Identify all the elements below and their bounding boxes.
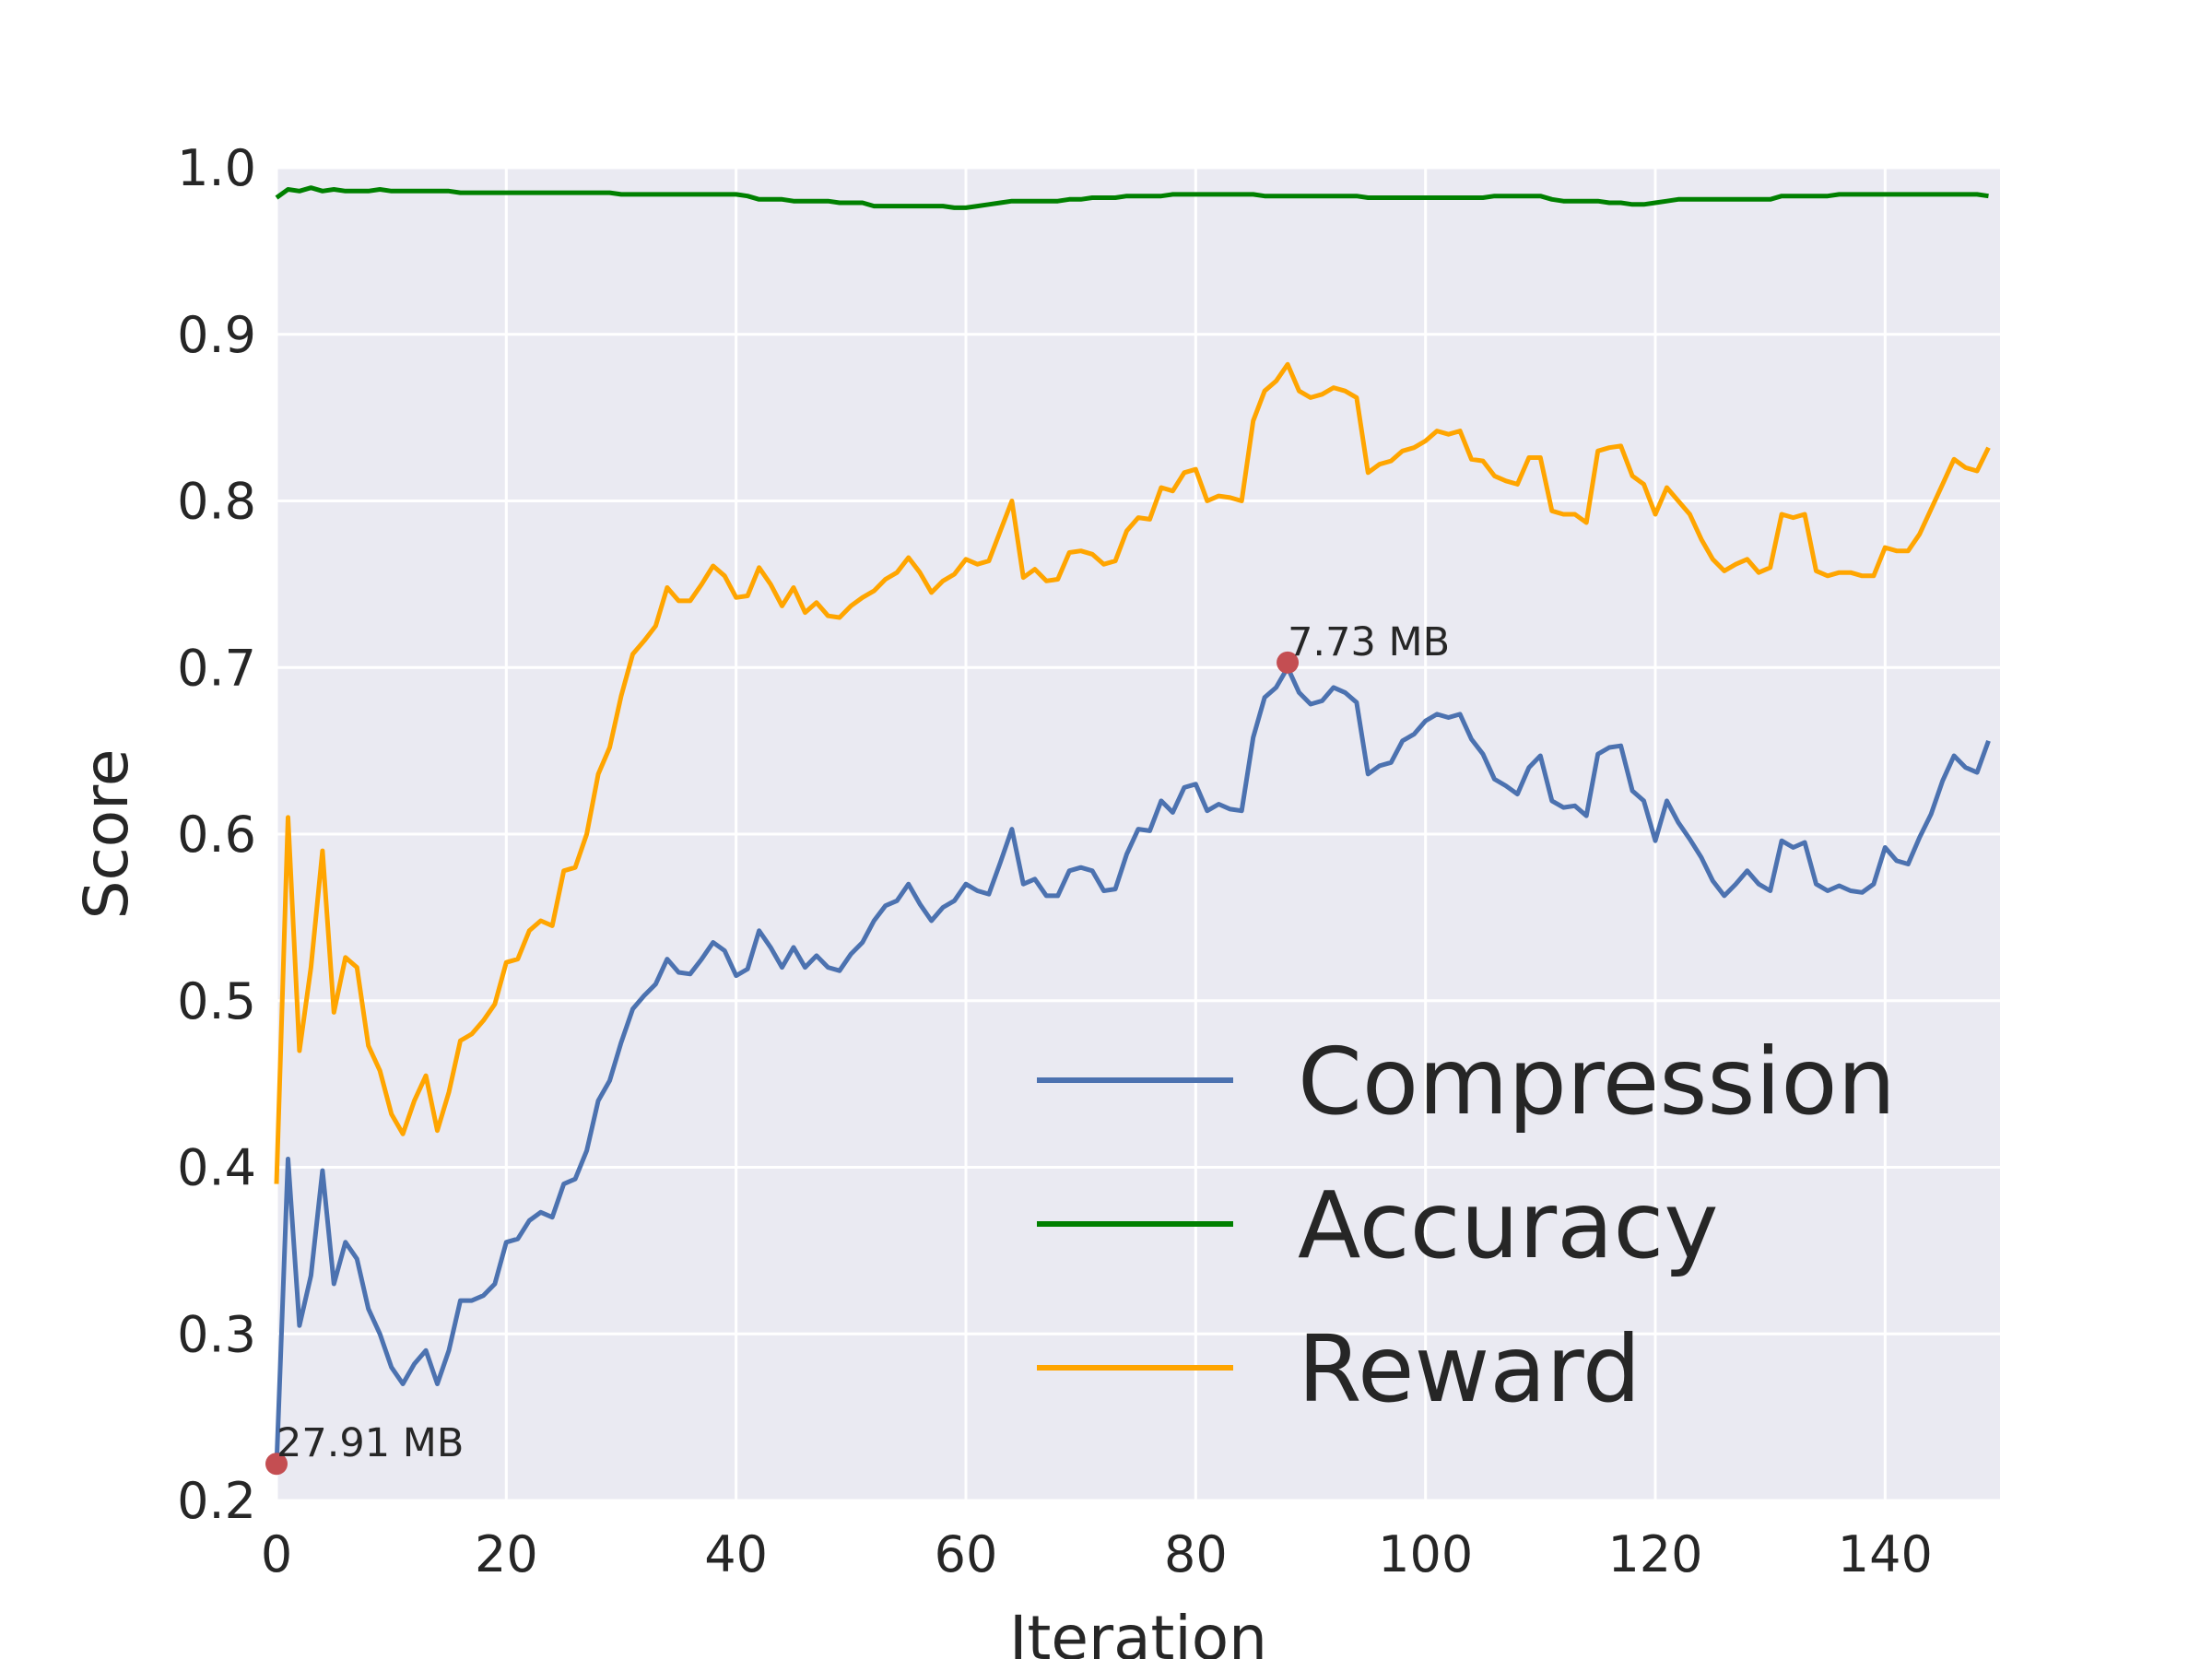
y-tick-label: 0.8 xyxy=(177,473,256,531)
series-lines xyxy=(274,185,1991,1467)
legend-label-reward: Reward xyxy=(1298,1315,1641,1423)
y-axis-title: Score xyxy=(71,749,142,920)
y-tick-label: 0.3 xyxy=(177,1305,256,1363)
y-tick-label: 0.7 xyxy=(177,639,256,697)
series-line-accuracy xyxy=(275,185,1989,210)
y-tick-label: 0.5 xyxy=(177,972,256,1030)
tick-labels: 0 20 40 60 80 100 120 140 0.2 0.3 0.4 0.5 0.6 0.7 0.8 0… xyxy=(177,139,1933,1583)
annotation-label: 27.91 MB xyxy=(276,1420,464,1466)
x-tick-label: 40 xyxy=(704,1525,768,1583)
series-line-reward xyxy=(274,361,1991,1184)
series-line-compression xyxy=(274,665,1991,1467)
x-tick-label: 60 xyxy=(935,1525,998,1583)
annotation-marker xyxy=(265,1453,288,1476)
annotation-label: 7.73 MB xyxy=(1288,619,1450,665)
x-tick-label: 120 xyxy=(1607,1525,1702,1583)
y-tick-label: 0.6 xyxy=(177,806,256,864)
annotations: 27.91 MB 7.73 MB xyxy=(265,619,1450,1476)
x-tick-label: 20 xyxy=(475,1525,538,1583)
legend-label-accuracy: Accuracy xyxy=(1298,1171,1719,1279)
x-tick-label: 80 xyxy=(1164,1525,1228,1583)
y-tick-label: 0.4 xyxy=(177,1139,256,1197)
legend: Compression Accuracy Reward xyxy=(1037,1028,1896,1423)
x-tick-label: 100 xyxy=(1378,1525,1473,1583)
y-tick-label: 0.2 xyxy=(177,1472,256,1530)
x-axis-title: Iteration xyxy=(1009,1603,1267,1659)
annotation-marker xyxy=(1277,651,1300,674)
x-tick-label: 0 xyxy=(261,1525,292,1583)
y-tick-label: 1.0 xyxy=(177,139,256,197)
y-tick-label: 0.9 xyxy=(177,306,256,364)
legend-label-compression: Compression xyxy=(1298,1028,1896,1135)
grid-lines xyxy=(275,166,2000,1502)
x-tick-label: 140 xyxy=(1838,1525,1933,1583)
